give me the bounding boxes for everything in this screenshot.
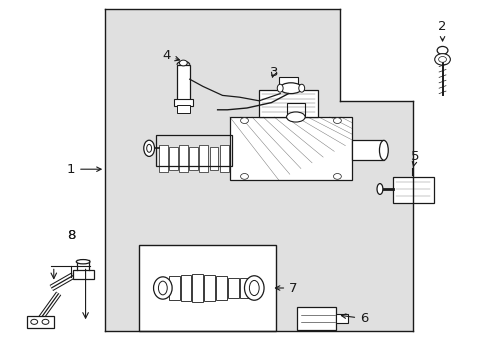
Bar [229,117,351,180]
Ellipse shape [376,184,382,194]
Bar [259,90,317,117]
Text: 1: 1 [66,163,101,176]
Bar [339,9,412,101]
Ellipse shape [244,276,264,300]
Text: 8: 8 [66,229,75,242]
Bar [199,145,208,172]
Bar [335,314,347,323]
Circle shape [333,118,341,123]
Bar [173,99,193,106]
Ellipse shape [279,83,301,94]
Text: 2: 2 [437,21,446,41]
Bar [240,278,250,298]
Circle shape [434,54,449,65]
Bar [189,147,198,170]
Bar [392,177,433,203]
Bar [105,9,412,331]
Text: 3: 3 [269,66,278,78]
Bar [169,147,178,170]
Circle shape [179,60,187,66]
Bar [27,316,54,328]
Bar [139,245,276,331]
Bar [296,307,335,330]
Circle shape [438,57,446,62]
Circle shape [436,46,447,54]
Ellipse shape [286,112,305,122]
Text: 4: 4 [162,49,179,62]
Text: 5: 5 [410,150,419,166]
Ellipse shape [379,140,387,160]
Ellipse shape [153,277,172,299]
Circle shape [333,174,341,179]
Ellipse shape [158,281,167,295]
Bar [351,140,383,160]
Text: 7: 7 [275,282,297,294]
Bar [179,145,187,172]
Ellipse shape [298,84,304,92]
Bar [73,270,94,279]
Text: 6: 6 [341,312,368,325]
Bar [219,145,228,172]
Ellipse shape [143,140,154,156]
Circle shape [240,118,248,123]
Bar [180,275,191,301]
Bar [278,77,298,90]
Circle shape [240,174,248,179]
Ellipse shape [277,84,283,92]
Bar [227,278,239,298]
Bar [192,274,203,302]
Bar [177,105,189,113]
Text: 8: 8 [66,229,75,242]
Ellipse shape [146,144,151,152]
Bar [168,276,179,300]
Bar [216,276,226,300]
Bar [209,147,218,170]
Bar [177,65,189,101]
Bar [204,275,215,301]
Ellipse shape [249,280,259,296]
Circle shape [42,319,49,324]
Circle shape [31,319,38,324]
Bar [286,103,305,117]
Ellipse shape [76,260,90,264]
Bar [156,135,232,166]
Bar [159,145,167,172]
